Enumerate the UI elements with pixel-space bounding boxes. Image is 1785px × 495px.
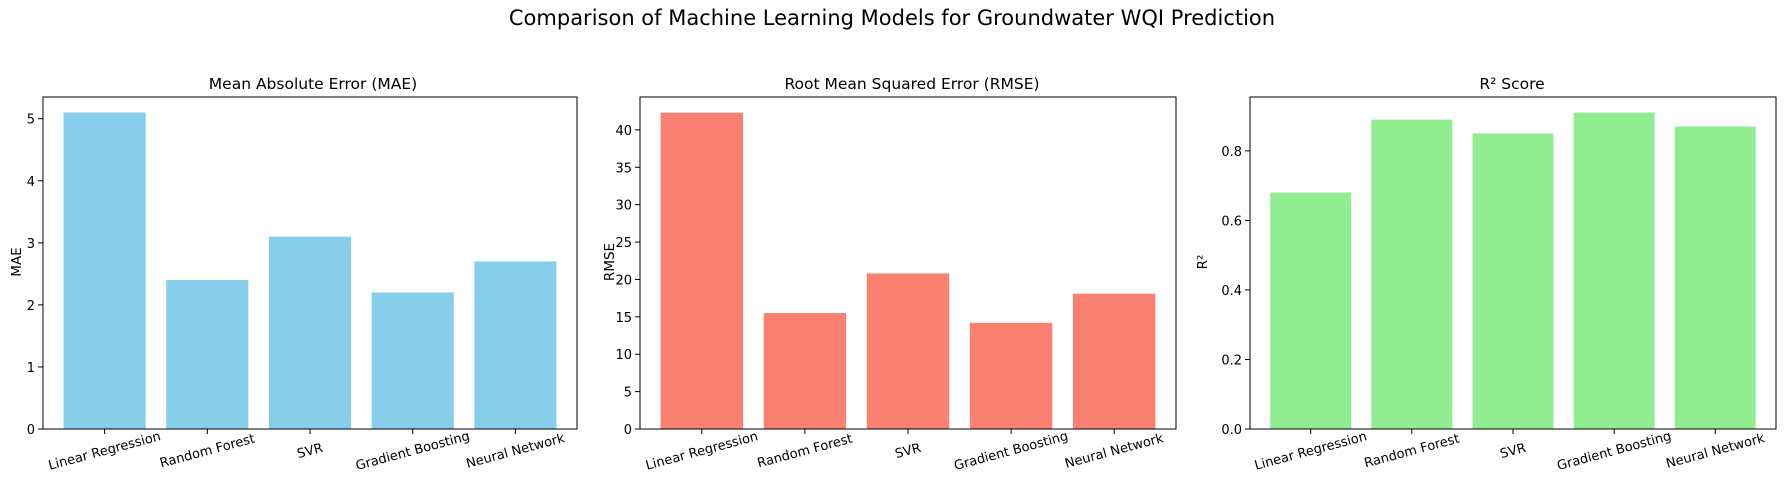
- rmse-x-tick-label: Neural Network: [1063, 431, 1165, 472]
- r2-y-tick-label: 0.6: [1221, 214, 1242, 229]
- r2-x-tick-label: SVR: [1499, 441, 1528, 462]
- rmse-bar: [763, 313, 847, 429]
- r2-bar: [1472, 133, 1554, 429]
- rmse-y-tick-label: 35: [615, 161, 632, 176]
- rmse-x-tick-label: Linear Regression: [644, 429, 760, 473]
- mae-x-tick-label: Neural Network: [465, 431, 567, 472]
- rmse-y-tick-label: 5: [624, 386, 632, 401]
- rmse-bar: [969, 322, 1053, 429]
- r2-bar: [1270, 192, 1352, 429]
- r2-y-tick-label: 0.8: [1221, 145, 1242, 160]
- mae-y-tick-label: 2: [27, 299, 35, 314]
- rmse-x-tick-label: Gradient Boosting: [953, 429, 1070, 474]
- figure-title: Comparison of Machine Learning Models fo…: [509, 6, 1275, 30]
- r2-x-tick-label: Random Forest: [1363, 432, 1461, 472]
- mae-chart-panel: Mean Absolute Error (MAE) MAE 0 1 2 3 4 5 Line…: [9, 75, 578, 474]
- rmse-y-tick-label: 0: [624, 423, 632, 438]
- r2-y-tick-label: 0.0: [1221, 423, 1242, 438]
- r2-bar: [1573, 112, 1655, 429]
- rmse-y-tick-label: 10: [615, 348, 632, 363]
- mae-y-axis-label: MAE: [9, 247, 25, 276]
- rmse-chart-title: Root Mean Squared Error (RMSE): [784, 75, 1039, 93]
- mae-x-tick-label: SVR: [296, 441, 325, 462]
- mae-y-tick-label: 5: [27, 113, 35, 128]
- rmse-y-axis-label: RMSE: [602, 243, 618, 281]
- mae-chart-title: Mean Absolute Error (MAE): [209, 75, 417, 93]
- mae-y-tick-label: 4: [27, 175, 35, 190]
- r2-x-tick-label: Gradient Boosting: [1556, 429, 1673, 474]
- rmse-x-tick-label: SVR: [894, 441, 923, 462]
- rmse-y-tick-label: 20: [615, 273, 632, 288]
- rmse-x-tick-label: Random Forest: [756, 432, 854, 472]
- mae-x-tick-label: Random Forest: [158, 432, 256, 472]
- r2-x-tick-label: Linear Regression: [1253, 429, 1369, 473]
- rmse-y-tick-label: 40: [615, 124, 632, 139]
- mae-y-tick-label: 3: [27, 237, 35, 252]
- r2-y-tick-label: 0.2: [1221, 353, 1242, 368]
- mae-x-tick-label: Linear Regression: [47, 429, 163, 473]
- mae-bar: [63, 112, 146, 429]
- rmse-y-tick-label: 15: [615, 311, 632, 326]
- mae-y-tick-label: 0: [27, 423, 35, 438]
- rmse-y-tick-label: 30: [615, 199, 632, 214]
- r2-x-tick-label: Neural Network: [1665, 431, 1767, 472]
- r2-bar: [1371, 119, 1453, 429]
- mae-bar: [268, 236, 352, 429]
- r2-y-axis-label: R²: [1195, 255, 1211, 270]
- r2-bar: [1674, 126, 1756, 430]
- r2-chart-panel: R² Score R² 0.0 0.2 0.4 0.6 0.8 Linear Regres…: [1195, 75, 1777, 474]
- rmse-y-tick-label: 25: [615, 236, 632, 251]
- mae-bar: [474, 261, 557, 429]
- r2-chart-title: R² Score: [1479, 75, 1544, 93]
- rmse-bar: [660, 112, 744, 429]
- mae-y-tick-label: 1: [27, 361, 35, 376]
- mae-bar: [166, 280, 249, 429]
- rmse-bar: [1072, 293, 1156, 429]
- mae-bar: [371, 292, 454, 429]
- rmse-bar: [866, 273, 950, 429]
- mae-x-tick-label: Gradient Boosting: [354, 429, 471, 474]
- rmse-chart-panel: Root Mean Squared Error (RMSE) RMSE 0 5 10…: [602, 75, 1177, 474]
- r2-y-tick-label: 0.4: [1221, 284, 1242, 299]
